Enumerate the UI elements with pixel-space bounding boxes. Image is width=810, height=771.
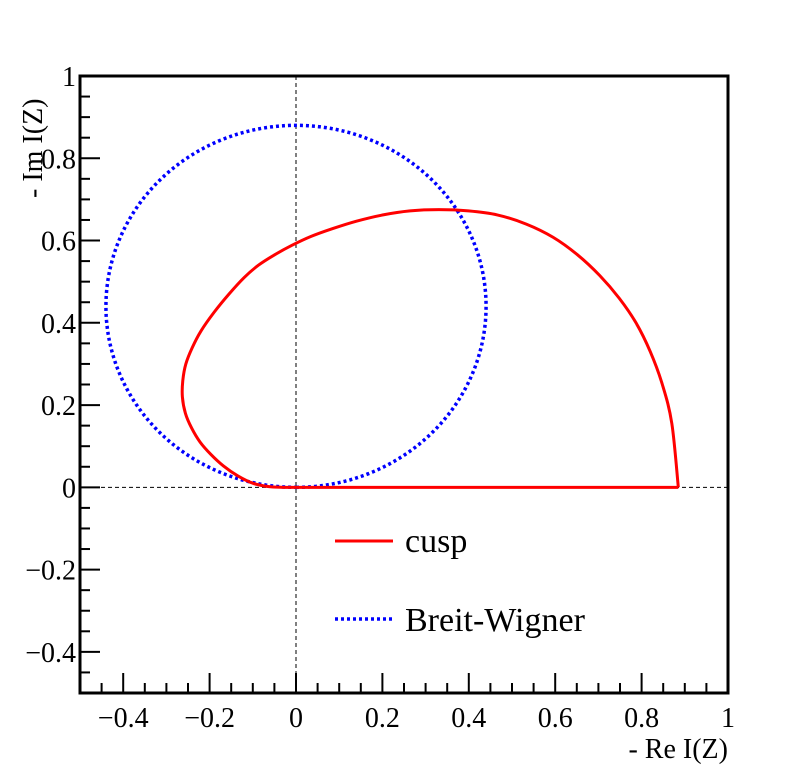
x-tick-label: 0 bbox=[289, 703, 303, 734]
series-cusp bbox=[180, 208, 680, 489]
series-breit-wigner bbox=[104, 123, 488, 490]
x-tick-label: 0.4 bbox=[451, 703, 486, 734]
x-axis-title: - Re I(Z) bbox=[628, 734, 728, 765]
legend: cusp Breit-Wigner bbox=[335, 523, 586, 639]
x-tick-label: −0.2 bbox=[184, 703, 235, 734]
y-tick-label: −0.2 bbox=[25, 556, 76, 587]
x-tick-label: 1 bbox=[721, 703, 735, 734]
plot-frame bbox=[78, 74, 730, 695]
legend-label-cusp: cusp bbox=[405, 523, 467, 560]
x-tick-label: 0.8 bbox=[624, 703, 659, 734]
y-tick-label: 0.8 bbox=[41, 144, 76, 175]
y-tick-label: 0.6 bbox=[41, 227, 76, 258]
tick-labels: −0.4 −0.2 0 0.2 0.4 0.6 0.8 1 −0.4 −0.2 0 0.2 0.4 0.6… bbox=[25, 62, 735, 734]
y-tick-label: −0.4 bbox=[25, 638, 76, 669]
y-tick-label: 0 bbox=[62, 473, 76, 504]
legend-label-breit-wigner: Breit-Wigner bbox=[405, 602, 586, 639]
ticks-layer bbox=[79, 75, 729, 694]
y-tick-label: 0.4 bbox=[41, 309, 76, 340]
x-tick-label: −0.4 bbox=[98, 703, 149, 734]
y-axis-title: - Im I(Z) bbox=[18, 98, 49, 198]
series-layer bbox=[104, 123, 680, 490]
y-tick-label: 0.2 bbox=[41, 391, 76, 422]
x-tick-label: 0.2 bbox=[365, 703, 400, 734]
x-tick-label: 0.6 bbox=[538, 703, 573, 734]
y-tick-label: 1 bbox=[62, 62, 76, 93]
